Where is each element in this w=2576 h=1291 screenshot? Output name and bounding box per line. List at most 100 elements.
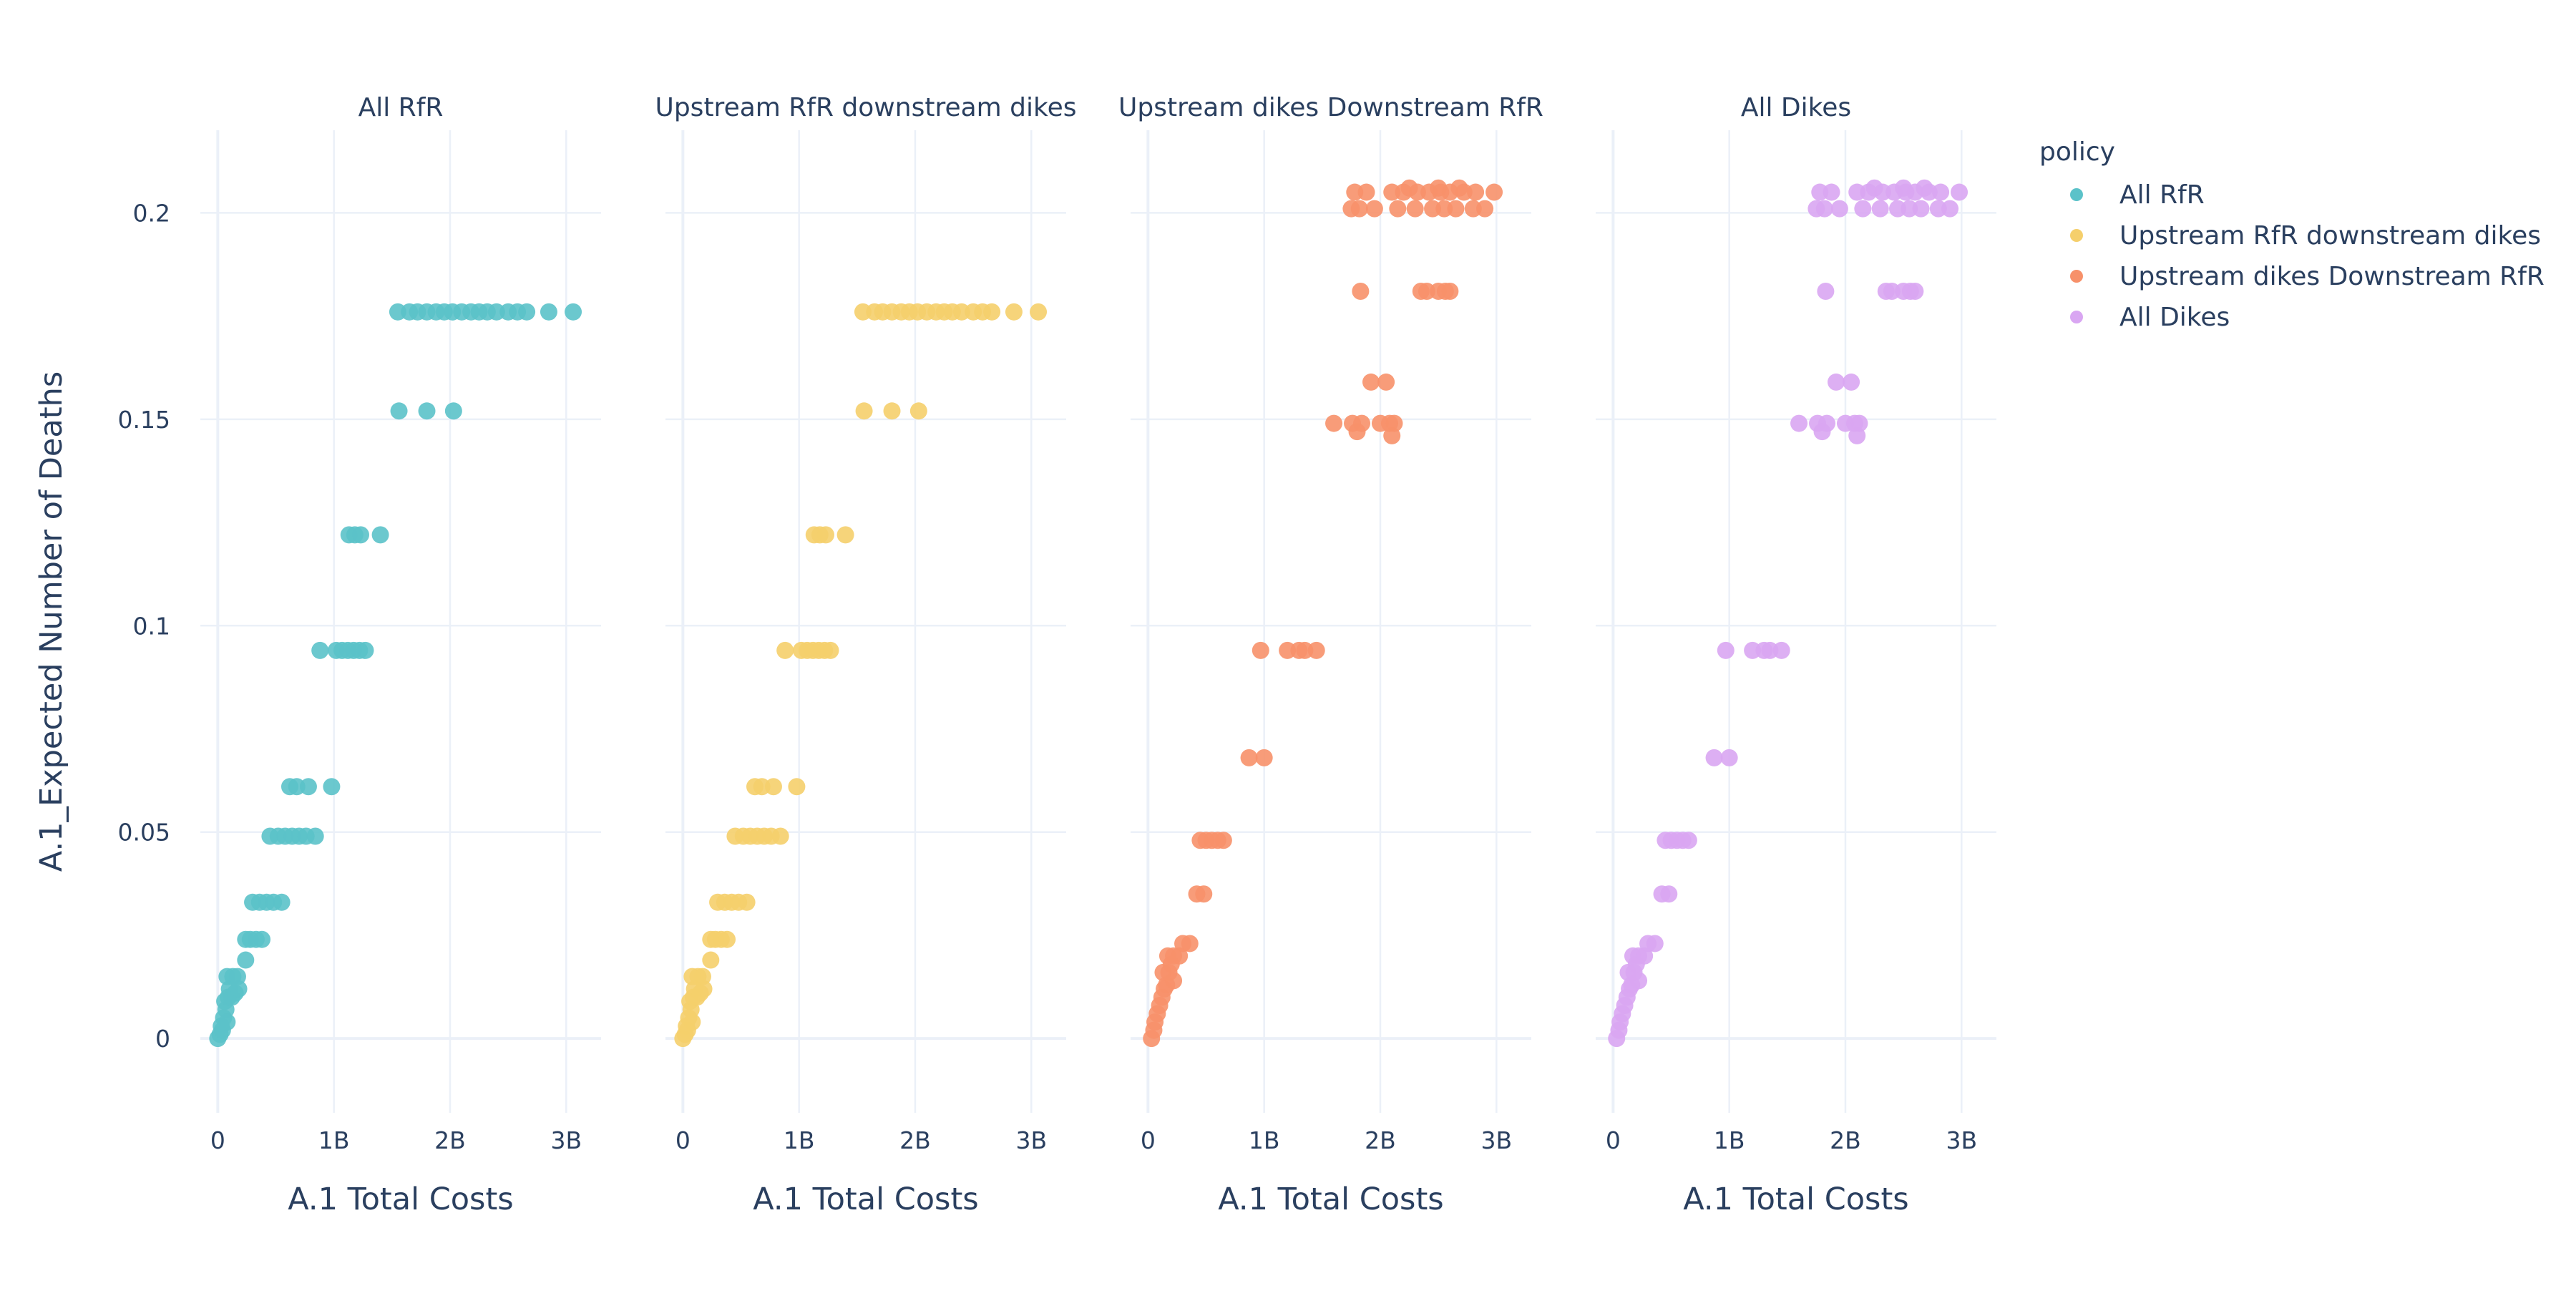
data-point (1951, 183, 1968, 201)
data-point (390, 402, 408, 420)
data-point (1705, 749, 1723, 766)
data-point (1377, 373, 1395, 391)
data-point (565, 303, 582, 321)
data-point (1818, 414, 1836, 432)
data-point (1030, 303, 1048, 321)
data-point (1843, 373, 1860, 391)
data-point (909, 402, 927, 420)
data-point (1772, 641, 1790, 659)
data-point (718, 930, 736, 948)
data-point (306, 827, 324, 845)
data-point (1906, 282, 1924, 300)
data-point (1932, 183, 1950, 201)
x-tick-label: 2B (1365, 1126, 1396, 1154)
data-point (1450, 179, 1468, 197)
x-tick-label: 2B (899, 1126, 931, 1154)
data-point (253, 930, 271, 948)
data-point (1895, 179, 1913, 197)
data-point (1815, 200, 1833, 218)
data-point (228, 968, 246, 985)
data-point (1679, 832, 1697, 849)
data-point (1646, 935, 1664, 953)
data-point (771, 827, 789, 845)
data-point (1357, 183, 1375, 201)
y-axis-title: A.1_Expected Number of Deaths (34, 371, 69, 872)
data-point (518, 303, 536, 321)
panel-title: All Dikes (1741, 93, 1851, 122)
x-tick-label: 2B (1830, 1126, 1861, 1154)
data-point (788, 778, 806, 796)
data-point (1660, 885, 1678, 903)
data-point (1365, 200, 1383, 218)
data-point (1717, 641, 1735, 659)
legend-label: Upstream RfR downstream dikes (2119, 221, 2541, 250)
data-point (1383, 427, 1401, 444)
legend-title: policy (2039, 137, 2115, 167)
x-axis-title: A.1 Total Costs (1683, 1182, 1908, 1217)
panel-title: Upstream dikes Downstream RfR (1118, 93, 1543, 122)
x-tick-label: 1B (1714, 1126, 1745, 1154)
x-tick-label: 0 (675, 1126, 691, 1154)
x-tick-label: 3B (1946, 1126, 1977, 1154)
x-tick-label: 0 (210, 1126, 225, 1154)
legend-label: Upstream dikes Downstream RfR (2119, 262, 2545, 291)
data-point (540, 303, 557, 321)
data-point (356, 641, 374, 659)
panel-title: All RfR (358, 93, 444, 122)
data-point (1165, 972, 1183, 990)
data-point (1854, 200, 1872, 218)
data-point (1400, 179, 1418, 197)
data-point (1447, 200, 1465, 218)
data-point (1441, 282, 1459, 300)
data-point (1240, 749, 1258, 766)
data-point (695, 980, 713, 998)
data-point (683, 1013, 701, 1031)
data-point (1871, 200, 1889, 218)
data-point (1916, 179, 1933, 197)
data-point (1362, 373, 1380, 391)
x-axis-title: A.1 Total Costs (288, 1182, 513, 1217)
x-tick-label: 3B (1015, 1126, 1047, 1154)
data-point (1720, 749, 1738, 766)
data-point (1790, 414, 1808, 432)
data-point (817, 526, 834, 544)
x-tick-label: 1B (1249, 1126, 1280, 1154)
data-point (883, 402, 901, 420)
data-point (983, 303, 1001, 321)
data-point (1630, 972, 1648, 990)
y-tick-label: 0.2 (133, 199, 170, 227)
data-point (1255, 749, 1273, 766)
data-point (1252, 641, 1269, 659)
data-point (1307, 641, 1325, 659)
data-point (299, 778, 317, 796)
legend-marker (2070, 311, 2083, 323)
data-point (1350, 200, 1368, 218)
data-point (693, 968, 711, 985)
panel-title: Upstream RfR downstream dikes (655, 93, 1076, 122)
data-point (371, 526, 389, 544)
data-point (1214, 832, 1232, 849)
x-axis-title: A.1 Total Costs (753, 1182, 978, 1217)
y-tick-label: 0.15 (118, 406, 170, 434)
data-point (1817, 282, 1835, 300)
data-point (1941, 200, 1959, 218)
data-point (1406, 200, 1424, 218)
data-point (764, 778, 782, 796)
data-point (1430, 179, 1448, 197)
data-point (1353, 414, 1371, 432)
y-tick-label: 0 (155, 1025, 170, 1053)
x-tick-label: 3B (1480, 1126, 1512, 1154)
x-tick-label: 1B (784, 1126, 815, 1154)
data-point (418, 402, 436, 420)
x-tick-label: 0 (1606, 1126, 1621, 1154)
data-point (218, 1013, 236, 1031)
data-point (1865, 179, 1883, 197)
data-point (836, 526, 854, 544)
data-point (1195, 885, 1213, 903)
x-tick-label: 2B (434, 1126, 466, 1154)
data-point (230, 980, 248, 998)
legend-marker (2070, 229, 2083, 242)
data-point (1912, 200, 1930, 218)
